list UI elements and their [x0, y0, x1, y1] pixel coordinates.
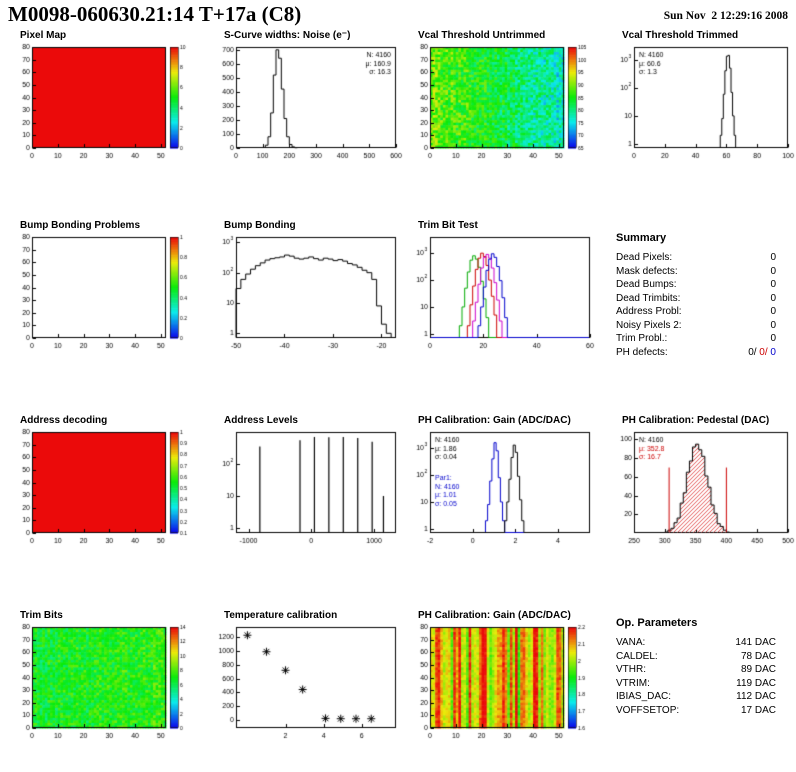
bump-bonding-chart — [212, 233, 404, 351]
panel-vcal-untrimmed: Vcal Threshold Untrimmed — [406, 30, 598, 161]
op-parameter-row-label: VANA: — [616, 637, 646, 648]
summary-rows: Dead Pixels: 0 Mask defects: 0 Dead Bumps: 0 D… — [616, 251, 776, 359]
op-parameter-row-label: VOFFSETOP: — [616, 704, 680, 716]
op-parameter-row-value: 89 DAC — [740, 664, 776, 675]
op-parameters-rows: VANA: 141 DAC CALDEL: 78 DAC VTHR: 89 DAC VTRI… — [616, 636, 776, 717]
panel-address-levels: Address Levels — [212, 415, 404, 546]
panel-bump-bonding-problems: Bump Bonding Problems — [8, 220, 200, 351]
summary-row: Dead Pixels: 0 — [616, 251, 776, 265]
op-parameter-row-label: CALDEL: — [616, 650, 658, 662]
op-parameter-row: VTHR: 89 DAC — [616, 663, 776, 677]
op-parameter-row: VTRIM: 119 DAC — [616, 677, 776, 691]
summary-row-value: 0 — [770, 252, 776, 263]
op-parameter-row: VANA: 141 DAC — [616, 636, 776, 650]
op-parameter-row: VOFFSETOP: 17 DAC — [616, 704, 776, 718]
page-title: M0098-060630.21:14 T+17a (C8) — [8, 2, 302, 26]
chart-title: Vcal Threshold Trimmed — [622, 30, 739, 41]
panel-trim-bits: Trim Bits — [8, 610, 200, 741]
chart-title: Bump Bonding Problems — [20, 220, 140, 231]
chart-title: Pixel Map — [20, 30, 67, 41]
chart-title: Trim Bit Test — [418, 220, 478, 231]
bump-bonding-problems-chart — [8, 233, 200, 351]
op-parameters-title: Op. Parameters — [616, 617, 698, 629]
summary-row-value: 0 — [770, 265, 776, 277]
summary-row-label: PH defects: — [616, 346, 668, 358]
address-decoding-chart — [8, 428, 200, 546]
ph-pedestal-chart — [610, 428, 796, 546]
chart-title: Bump Bonding — [224, 220, 296, 231]
panel-ph-pedestal: PH Calibration: Pedestal (DAC) — [610, 415, 796, 546]
op-parameters-panel: Op. Parameters VANA: 141 DAC CALDEL: 78 DAC… — [616, 617, 776, 717]
chart-title: PH Calibration: Gain (ADC/DAC) — [418, 610, 571, 621]
summary-row-value: 0 — [770, 319, 776, 331]
summary-row: PH defects: 0/ 0/ 0 — [616, 346, 776, 360]
timestamp: Sun Nov 2 12:29:16 2008 — [663, 10, 788, 22]
op-parameter-row-value: 17 DAC — [740, 704, 776, 716]
summary-row-value: 0 — [770, 333, 776, 344]
op-parameter-row: CALDEL: 78 DAC — [616, 650, 776, 664]
chart-title: Address decoding — [20, 415, 108, 426]
summary-row-value: 0 — [770, 306, 776, 317]
trim-bits-chart — [8, 623, 200, 741]
pixel-map-chart — [8, 43, 200, 161]
summary-row: Address Probl: 0 — [616, 305, 776, 319]
op-parameter-row-label: IBIAS_DAC: — [616, 691, 672, 702]
op-parameter-row-value: 141 DAC — [735, 637, 776, 648]
summary-row: Dead Bumps: 0 — [616, 278, 776, 292]
panel-temperature-calibration: Temperature calibration — [212, 610, 404, 741]
panel-bump-bonding: Bump Bonding — [212, 220, 404, 351]
summary-row-label: Mask defects: — [616, 265, 678, 277]
address-levels-chart — [212, 428, 404, 546]
ph-gain-map-chart — [406, 623, 598, 741]
panel-vcal-trimmed: Vcal Threshold Trimmed — [610, 30, 796, 161]
chart-title: S-Curve widths: Noise (e⁻) — [224, 30, 351, 41]
summary-row-label: Noisy Pixels 2: — [616, 319, 682, 331]
summary-row-label: Trim Probl.: — [616, 333, 668, 344]
chart-title: PH Calibration: Gain (ADC/DAC) — [418, 415, 571, 426]
summary-row: Noisy Pixels 2: 0 — [616, 319, 776, 333]
panel-address-decoding: Address decoding — [8, 415, 200, 546]
summary-title: Summary — [616, 232, 667, 244]
summary-row-value: 0 — [770, 279, 776, 290]
summary-row-value: 0/ 0/ 0 — [748, 346, 776, 358]
op-parameter-row-value: 112 DAC — [736, 691, 776, 702]
summary-row-label: Dead Bumps: — [616, 279, 677, 290]
vcal-trimmed-chart — [610, 43, 796, 161]
summary-row-label: Dead Pixels: — [616, 252, 673, 263]
summary-panel: Summary Dead Pixels: 0 Mask defects: 0 Dead … — [616, 232, 776, 359]
panel-ph-gain-hist: PH Calibration: Gain (ADC/DAC) — [406, 415, 598, 546]
vcal-untrimmed-chart — [406, 43, 598, 161]
op-parameter-row-label: VTHR: — [616, 664, 646, 675]
panel-trim-bit-test: Trim Bit Test — [406, 220, 598, 351]
op-parameter-row-value: 78 DAC — [740, 650, 776, 662]
summary-row: Mask defects: 0 — [616, 265, 776, 279]
panel-ph-gain-map: PH Calibration: Gain (ADC/DAC) — [406, 610, 598, 741]
chart-title: Address Levels — [224, 415, 298, 426]
trim-bit-test-chart — [406, 233, 598, 351]
summary-row: Dead Trimbits: 0 — [616, 292, 776, 306]
panel-scurve-noise: S-Curve widths: Noise (e⁻) — [212, 30, 404, 161]
chart-title: Vcal Threshold Untrimmed — [418, 30, 546, 41]
op-parameter-row-value: 119 DAC — [736, 677, 776, 689]
temperature-calibration-chart — [212, 623, 404, 741]
summary-row-label: Address Probl: — [616, 306, 682, 317]
op-parameter-row-label: VTRIM: — [616, 677, 650, 689]
summary-row: Trim Probl.: 0 — [616, 332, 776, 346]
op-parameter-row: IBIAS_DAC: 112 DAC — [616, 690, 776, 704]
chart-title: PH Calibration: Pedestal (DAC) — [622, 415, 770, 426]
chart-title: Temperature calibration — [224, 610, 338, 621]
scurve-noise-chart — [212, 43, 404, 161]
summary-row-label: Dead Trimbits: — [616, 292, 681, 304]
ph-gain-hist-chart — [406, 428, 598, 546]
chart-title: Trim Bits — [20, 610, 63, 621]
summary-row-value: 0 — [770, 292, 776, 304]
panel-pixel-map: Pixel Map — [8, 30, 200, 161]
